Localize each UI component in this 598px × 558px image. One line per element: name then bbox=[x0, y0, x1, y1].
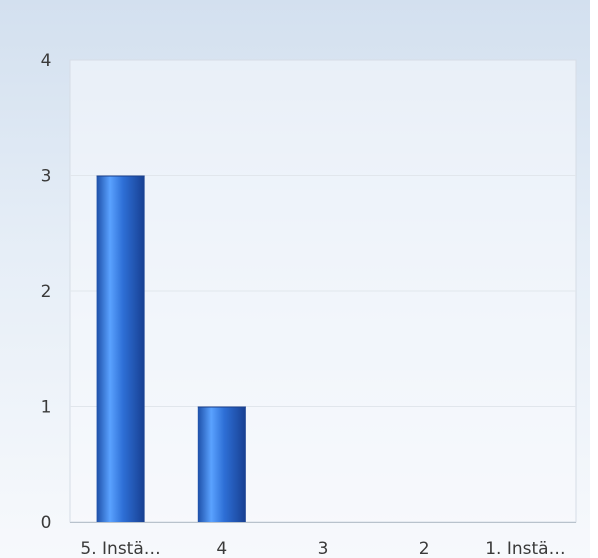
y-tick-label: 1 bbox=[41, 398, 52, 418]
bar[interactable] bbox=[197, 406, 246, 523]
x-tick-label: 1. Instä… bbox=[485, 539, 565, 558]
y-tick-label: 3 bbox=[41, 167, 52, 187]
x-tick-label: 2 bbox=[419, 539, 430, 558]
bar[interactable] bbox=[96, 175, 145, 523]
y-tick-label: 0 bbox=[41, 513, 52, 533]
x-tick-label: 5. Instä… bbox=[80, 539, 160, 558]
x-tick-label: 3 bbox=[318, 539, 329, 558]
x-tick-label: 4 bbox=[216, 539, 227, 558]
y-tick-label: 4 bbox=[41, 51, 52, 71]
y-tick-label: 2 bbox=[41, 282, 52, 302]
